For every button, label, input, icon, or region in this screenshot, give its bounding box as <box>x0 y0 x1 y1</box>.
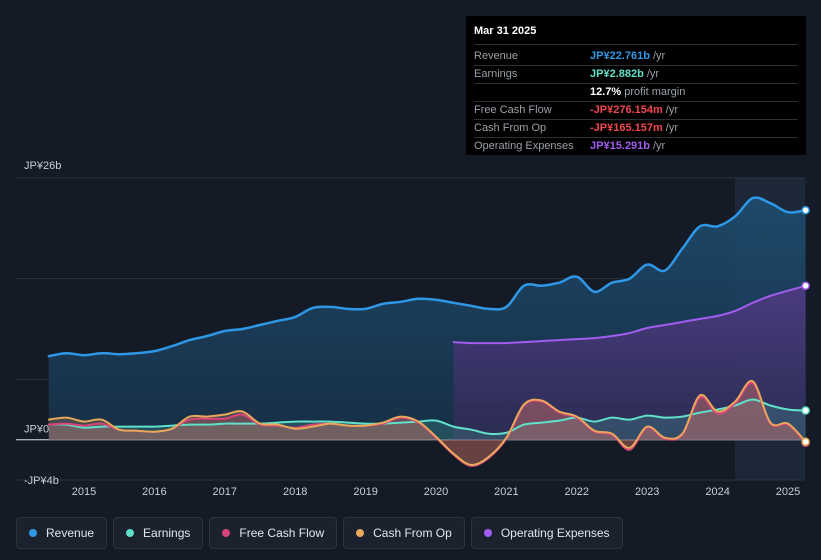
x-tick-label: 2017 <box>213 486 237 498</box>
legend-dot-icon <box>356 529 365 537</box>
legend-label: Revenue <box>46 526 95 540</box>
tooltip-unit: /yr <box>652 140 666 152</box>
tooltip-row-operating-expenses: Operating Expenses JP¥15.291b /yr <box>474 138 798 155</box>
tooltip-label: Earnings <box>474 68 518 80</box>
tooltip-label: Cash From Op <box>474 122 547 134</box>
tooltip-date: Mar 31 2025 <box>474 24 798 45</box>
legend-item-operating-expenses[interactable]: Operating Expenses <box>470 517 623 549</box>
y-tick-label: JP¥0 <box>24 424 49 436</box>
tooltip-unit: /yr <box>665 122 679 134</box>
operating-expenses-endpoint <box>801 281 810 290</box>
tooltip-value: -JP¥165.157m <box>590 122 663 134</box>
tooltip-value: JP¥15.291b <box>590 140 650 152</box>
chart: JP¥26b JP¥0 -JP¥4b 2015 2016 2017 2018 2019 202… <box>16 160 810 498</box>
tooltip-row-cash-from-op: Cash From Op -JP¥165.157m /yr <box>474 120 798 138</box>
legend-item-free-cash-flow[interactable]: Free Cash Flow <box>209 517 338 549</box>
series-lines <box>47 196 807 467</box>
earnings-area <box>48 399 806 440</box>
x-tick-label: 2019 <box>353 486 377 498</box>
legend-label: Operating Expenses <box>500 526 610 540</box>
revenue-line <box>47 196 807 358</box>
tooltip-value: JP¥22.761b <box>590 50 650 62</box>
tooltip-label <box>474 84 590 101</box>
earnings-line <box>47 398 807 435</box>
tooltip-row-profit-margin: 12.7% profit margin <box>474 84 798 102</box>
legend-item-cash-from-op[interactable]: Cash From Op <box>343 517 465 549</box>
tooltip-row-earnings: Earnings JP¥2.882b /yr <box>474 66 798 84</box>
legend-dot-icon <box>483 529 492 537</box>
tooltip-value: -JP¥276.154m <box>590 104 663 116</box>
legend-item-earnings[interactable]: Earnings <box>113 517 204 549</box>
tooltip-row-revenue: Revenue JP¥22.761b /yr <box>474 48 798 66</box>
tooltip-label: Free Cash Flow <box>474 104 552 116</box>
x-tick-label: 2025 <box>776 486 800 498</box>
earnings-endpoint <box>801 406 810 415</box>
x-tick-label: 2018 <box>283 486 307 498</box>
tooltip-unit: /yr <box>652 50 666 62</box>
x-tick-label: 2016 <box>142 486 166 498</box>
tooltip-value: 12.7% <box>590 86 622 98</box>
legend-label: Cash From Op <box>373 526 452 540</box>
tooltip-unit: profit margin <box>624 86 686 98</box>
tooltip: Mar 31 2025 Revenue JP¥22.761b /yr Earni… <box>466 16 806 155</box>
legend-label: Free Cash Flow <box>239 526 325 540</box>
cash-from-op-line <box>47 379 807 466</box>
cash-from-op-area <box>48 380 806 465</box>
x-axis-ticks: 2015 2016 2017 2018 2019 2020 2021 2022 2023 2024… <box>72 486 800 498</box>
legend-dot-icon <box>126 529 135 537</box>
x-tick-label: 2021 <box>494 486 518 498</box>
legend-dot-icon <box>222 529 231 537</box>
legend-label: Earnings <box>143 526 191 540</box>
operating-expenses-line <box>452 284 807 345</box>
tooltip-label: Operating Expenses <box>474 140 574 152</box>
x-tick-label: 2022 <box>565 486 589 498</box>
tooltip-value: JP¥2.882b <box>590 68 644 80</box>
tooltip-label: Revenue <box>474 50 519 62</box>
x-tick-label: 2024 <box>705 486 729 498</box>
cash-from-op-endpoint <box>801 437 810 446</box>
x-tick-label: 2015 <box>72 486 96 498</box>
legend-item-revenue[interactable]: Revenue <box>16 517 108 549</box>
y-tick-label: JP¥26b <box>24 160 61 172</box>
tooltip-unit: /yr <box>665 104 679 116</box>
x-tick-label: 2023 <box>635 486 659 498</box>
y-axis-ticks: JP¥26b JP¥0 -JP¥4b <box>24 160 61 487</box>
x-tick-label: 2020 <box>424 486 448 498</box>
y-tick-label: -JP¥4b <box>24 475 59 487</box>
legend-dot-icon <box>29 529 37 537</box>
tooltip-unit: /yr <box>646 68 660 80</box>
revenue-endpoint <box>801 205 810 215</box>
legend: Revenue Earnings Free Cash Flow Cash Fro… <box>16 517 623 549</box>
series-endpoints <box>801 205 810 448</box>
tooltip-row-free-cash-flow: Free Cash Flow -JP¥276.154m /yr <box>474 102 798 120</box>
